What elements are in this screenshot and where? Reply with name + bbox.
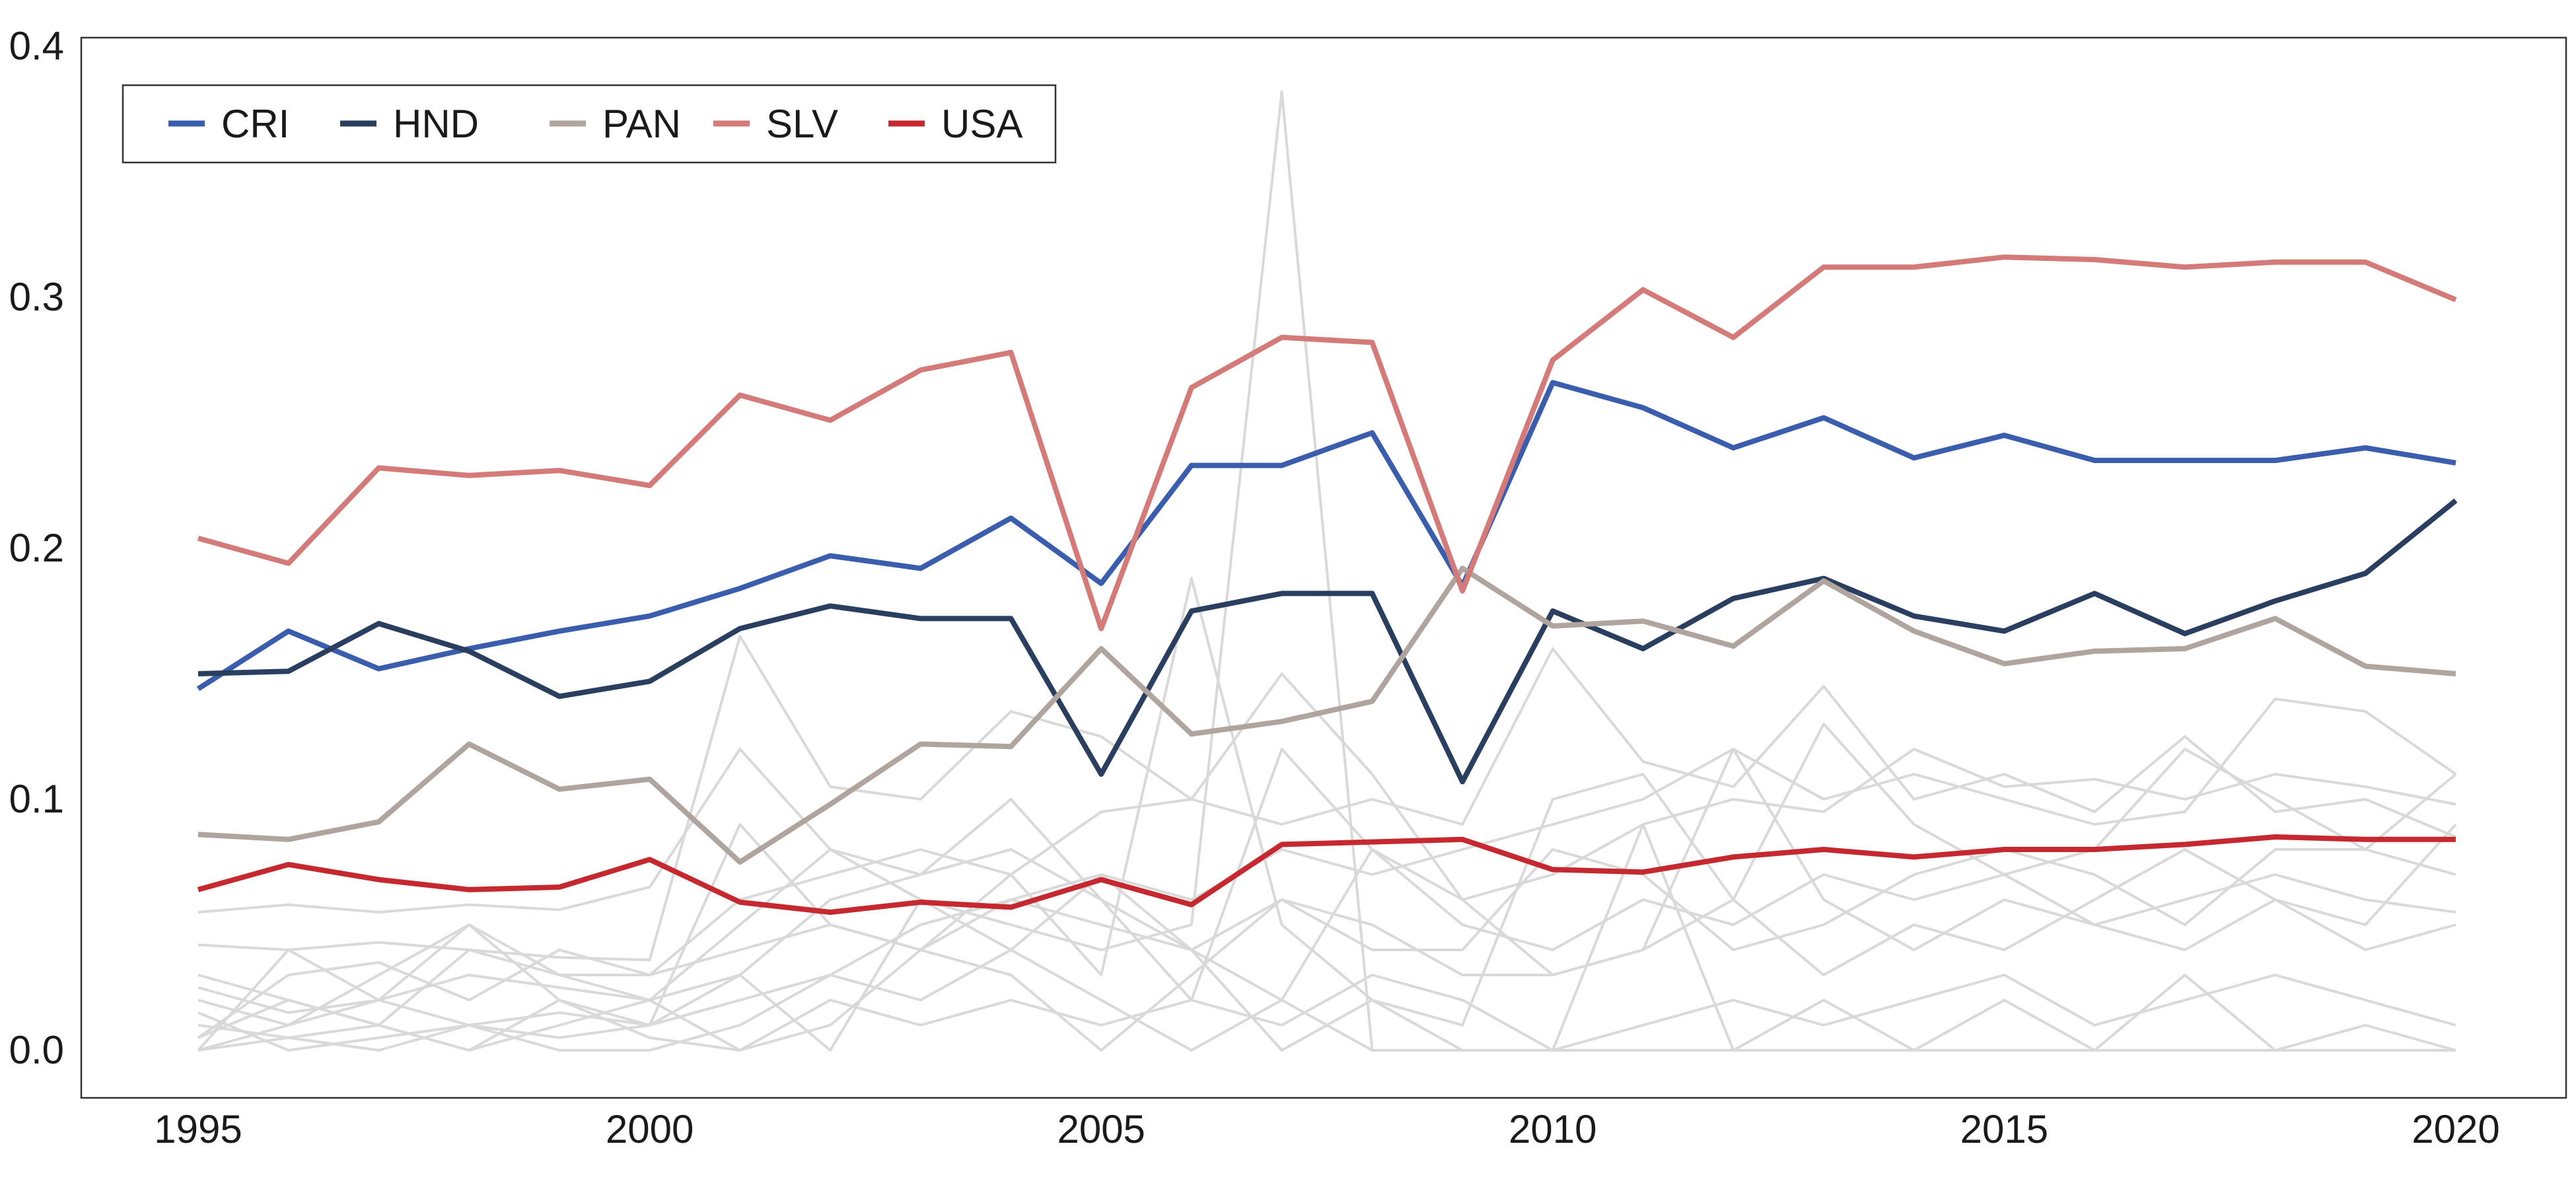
background-series-line bbox=[197, 577, 2457, 1052]
x-tick-label: 2000 bbox=[606, 1107, 694, 1151]
y-tick-label: 0.3 bbox=[9, 275, 64, 319]
legend-label-hnd: HND bbox=[393, 102, 479, 146]
background-series-line bbox=[197, 974, 2456, 1052]
y-axis: 0.0 0.1 0.2 0.3 0.4 bbox=[9, 24, 64, 1072]
x-tick-label: 2005 bbox=[1057, 1107, 1145, 1151]
legend-label-pan: PAN bbox=[602, 102, 681, 146]
legend: CRI HND PAN SLV USA bbox=[122, 84, 1057, 164]
x-axis: 1995 2000 2005 2010 2015 2020 bbox=[154, 1107, 2499, 1151]
legend-items: CRI HND PAN SLV USA bbox=[168, 102, 1022, 146]
plot-area-frame bbox=[80, 36, 2567, 1099]
background-series-line bbox=[197, 823, 2456, 1052]
legend-label-slv: SLV bbox=[766, 102, 838, 146]
series-line-cri bbox=[196, 380, 2456, 692]
series-line-hnd bbox=[197, 498, 2458, 785]
background-series-line bbox=[197, 698, 2457, 1052]
x-tick-label: 2010 bbox=[1509, 1107, 1596, 1151]
background-series-line bbox=[197, 672, 2456, 1039]
background-series-line bbox=[197, 748, 2457, 1027]
background-series-group bbox=[197, 90, 2457, 1052]
legend-label-usa: USA bbox=[941, 102, 1022, 146]
y-tick-label: 0.4 bbox=[9, 24, 64, 68]
legend-label-cri: CRI bbox=[221, 102, 289, 146]
series-line-slv bbox=[197, 254, 2457, 631]
x-tick-label: 1995 bbox=[154, 1107, 242, 1151]
background-series-line bbox=[197, 848, 2456, 1052]
x-tick-label: 2020 bbox=[2412, 1107, 2499, 1151]
highlighted-series-group bbox=[196, 254, 2458, 915]
x-tick-label: 2015 bbox=[1960, 1107, 2048, 1151]
y-tick-label: 0.1 bbox=[9, 777, 64, 821]
y-tick-label: 0.0 bbox=[9, 1028, 64, 1072]
series-line-usa bbox=[197, 834, 2456, 915]
y-tick-label: 0.2 bbox=[9, 526, 64, 570]
background-series-line bbox=[197, 748, 2456, 1027]
background-series-line bbox=[197, 635, 2456, 962]
series-line-pan bbox=[197, 565, 2456, 865]
background-series-line bbox=[197, 90, 2456, 1052]
